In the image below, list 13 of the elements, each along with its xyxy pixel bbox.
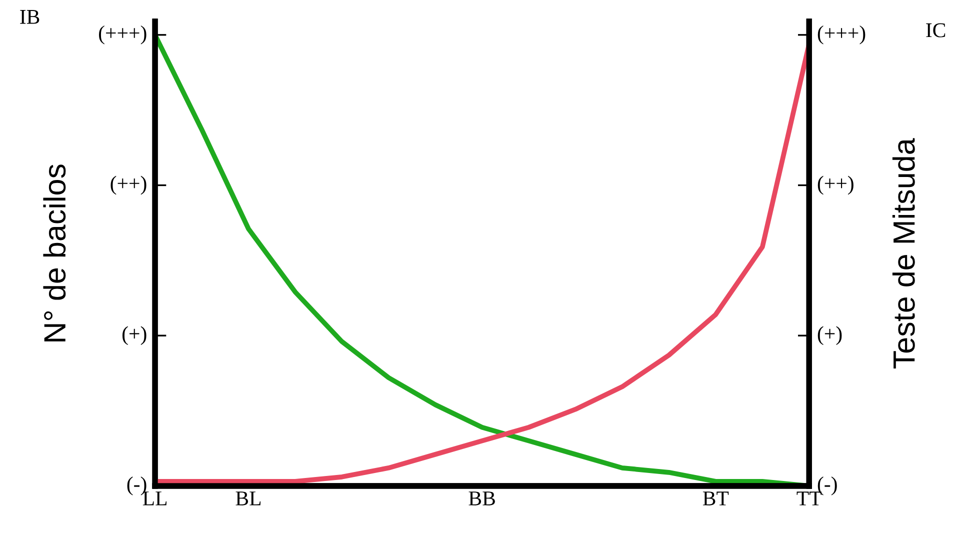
y2-axis-title: Teste de Mitsuda — [892, 138, 915, 368]
x-tick-label: BL — [236, 492, 261, 506]
text: (+++) — [98, 25, 146, 44]
text: (+) — [818, 326, 842, 346]
text: (+++) — [818, 25, 866, 44]
x-tick-label: BB — [468, 492, 495, 506]
text: (++) — [818, 176, 854, 195]
text: IC — [926, 23, 946, 38]
y-axis-title: N° de bacilos — [43, 164, 66, 342]
text: (++) — [110, 176, 146, 195]
x-tick-label: BT — [702, 492, 729, 506]
text: IB — [20, 10, 40, 24]
text: (+) — [122, 326, 146, 346]
